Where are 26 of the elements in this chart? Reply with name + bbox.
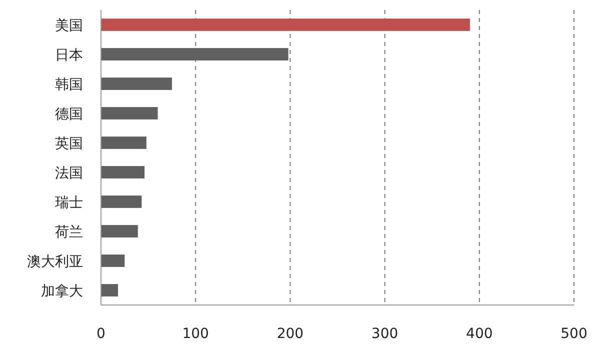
bar — [101, 107, 158, 120]
y-tick-label: 荷兰 — [55, 224, 83, 240]
bar — [101, 18, 470, 31]
x-tick-label: 100 — [182, 326, 209, 342]
bar — [101, 225, 138, 238]
y-tick-label: 德国 — [55, 106, 83, 122]
x-tick-label: 300 — [371, 326, 398, 342]
x-tick-label: 500 — [560, 326, 588, 342]
y-tick-label: 日本 — [55, 47, 83, 64]
y-tick-label: 韩国 — [55, 76, 83, 93]
bar — [101, 78, 172, 90]
x-tick-label: 200 — [276, 326, 304, 342]
y-tick-label: 瑞士 — [55, 194, 83, 211]
bar — [101, 166, 145, 178]
y-tick-label: 法国 — [55, 165, 83, 182]
bar — [101, 48, 288, 60]
y-tick-label: 澳大利亚 — [27, 254, 83, 270]
bar — [101, 196, 142, 208]
x-tick-label: 400 — [466, 326, 493, 342]
y-tick-label: 加拿大 — [41, 283, 83, 300]
bar — [101, 254, 125, 267]
y-tick-label: 美国 — [55, 18, 83, 34]
x-tick-label: 0 — [96, 326, 106, 342]
bar — [101, 136, 146, 149]
y-tick-label: 英国 — [55, 136, 83, 152]
bar — [101, 284, 118, 296]
